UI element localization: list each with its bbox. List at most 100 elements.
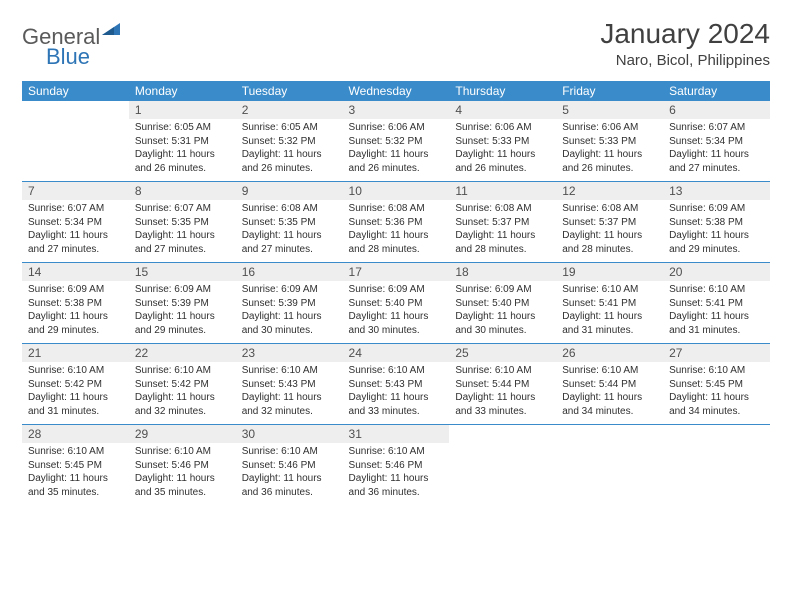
sunrise-text: Sunrise: 6:10 AM xyxy=(562,283,657,297)
day-data: Sunrise: 6:08 AMSunset: 5:37 PMDaylight:… xyxy=(556,200,663,263)
daylight-text: Daylight: 11 hours xyxy=(135,391,230,405)
daylight-text: Daylight: 11 hours xyxy=(455,148,550,162)
day-data-row: Sunrise: 6:10 AMSunset: 5:42 PMDaylight:… xyxy=(22,362,770,425)
sunset-text: Sunset: 5:41 PM xyxy=(669,297,764,311)
day-number: 30 xyxy=(236,425,343,443)
sunrise-text: Sunrise: 6:06 AM xyxy=(562,121,657,135)
empty-cell xyxy=(663,443,770,505)
day-data: Sunrise: 6:09 AMSunset: 5:40 PMDaylight:… xyxy=(343,281,450,344)
daylight-text: Daylight: 11 hours xyxy=(349,391,444,405)
daylight-text: Daylight: 11 hours xyxy=(28,391,123,405)
daylight-text: Daylight: 11 hours xyxy=(669,148,764,162)
sunrise-text: Sunrise: 6:10 AM xyxy=(562,364,657,378)
day-data: Sunrise: 6:10 AMSunset: 5:46 PMDaylight:… xyxy=(236,443,343,505)
sunrise-text: Sunrise: 6:07 AM xyxy=(135,202,230,216)
sunrise-text: Sunrise: 6:09 AM xyxy=(669,202,764,216)
sunrise-text: Sunrise: 6:09 AM xyxy=(135,283,230,297)
sunset-text: Sunset: 5:36 PM xyxy=(349,216,444,230)
day-number-row: 21222324252627 xyxy=(22,344,770,362)
sunset-text: Sunset: 5:33 PM xyxy=(562,135,657,149)
day-number: 11 xyxy=(449,182,556,200)
empty-cell xyxy=(663,425,770,443)
day-number: 24 xyxy=(343,344,450,362)
sunset-text: Sunset: 5:34 PM xyxy=(28,216,123,230)
day-number-row: 123456 xyxy=(22,101,770,119)
sunset-text: Sunset: 5:40 PM xyxy=(455,297,550,311)
day-of-week-header: Monday xyxy=(129,81,236,101)
day-of-week-header: Tuesday xyxy=(236,81,343,101)
sunrise-text: Sunrise: 6:10 AM xyxy=(669,364,764,378)
sunset-text: Sunset: 5:44 PM xyxy=(455,378,550,392)
day-data: Sunrise: 6:05 AMSunset: 5:32 PMDaylight:… xyxy=(236,119,343,182)
day-number: 20 xyxy=(663,263,770,281)
daylight-text: Daylight: 11 hours xyxy=(669,391,764,405)
logo-blue-wrap: Blue xyxy=(34,44,90,70)
sunrise-text: Sunrise: 6:10 AM xyxy=(455,364,550,378)
sunset-text: Sunset: 5:42 PM xyxy=(28,378,123,392)
sunset-text: Sunset: 5:34 PM xyxy=(669,135,764,149)
daylight-text-2: and 27 minutes. xyxy=(28,243,123,257)
day-number: 18 xyxy=(449,263,556,281)
empty-cell xyxy=(22,101,129,119)
sunset-text: Sunset: 5:46 PM xyxy=(242,459,337,473)
daylight-text-2: and 30 minutes. xyxy=(349,324,444,338)
daylight-text-2: and 34 minutes. xyxy=(562,405,657,419)
sunset-text: Sunset: 5:39 PM xyxy=(135,297,230,311)
daylight-text: Daylight: 11 hours xyxy=(28,472,123,486)
daylight-text-2: and 31 minutes. xyxy=(28,405,123,419)
day-data-row: Sunrise: 6:09 AMSunset: 5:38 PMDaylight:… xyxy=(22,281,770,344)
daylight-text: Daylight: 11 hours xyxy=(135,472,230,486)
day-data: Sunrise: 6:06 AMSunset: 5:33 PMDaylight:… xyxy=(556,119,663,182)
daylight-text: Daylight: 11 hours xyxy=(562,148,657,162)
day-of-week-row: SundayMondayTuesdayWednesdayThursdayFrid… xyxy=(22,81,770,101)
empty-cell xyxy=(556,443,663,505)
location-subtitle: Naro, Bicol, Philippines xyxy=(600,52,770,69)
sunrise-text: Sunrise: 6:10 AM xyxy=(349,364,444,378)
daylight-text: Daylight: 11 hours xyxy=(135,148,230,162)
day-data: Sunrise: 6:10 AMSunset: 5:43 PMDaylight:… xyxy=(236,362,343,425)
sunset-text: Sunset: 5:43 PM xyxy=(349,378,444,392)
daylight-text-2: and 36 minutes. xyxy=(349,486,444,500)
day-number: 10 xyxy=(343,182,450,200)
day-number: 2 xyxy=(236,101,343,119)
daylight-text: Daylight: 11 hours xyxy=(455,229,550,243)
empty-cell xyxy=(22,119,129,182)
day-data: Sunrise: 6:07 AMSunset: 5:35 PMDaylight:… xyxy=(129,200,236,263)
sunset-text: Sunset: 5:41 PM xyxy=(562,297,657,311)
empty-cell xyxy=(449,443,556,505)
day-number: 27 xyxy=(663,344,770,362)
sunset-text: Sunset: 5:45 PM xyxy=(28,459,123,473)
sunset-text: Sunset: 5:31 PM xyxy=(135,135,230,149)
day-number: 5 xyxy=(556,101,663,119)
empty-cell xyxy=(556,425,663,443)
day-number: 3 xyxy=(343,101,450,119)
daylight-text-2: and 30 minutes. xyxy=(455,324,550,338)
daylight-text: Daylight: 11 hours xyxy=(242,472,337,486)
day-number: 1 xyxy=(129,101,236,119)
daylight-text: Daylight: 11 hours xyxy=(28,310,123,324)
day-number: 7 xyxy=(22,182,129,200)
day-data: Sunrise: 6:10 AMSunset: 5:45 PMDaylight:… xyxy=(22,443,129,505)
day-data: Sunrise: 6:10 AMSunset: 5:41 PMDaylight:… xyxy=(556,281,663,344)
sunset-text: Sunset: 5:35 PM xyxy=(135,216,230,230)
daylight-text-2: and 36 minutes. xyxy=(242,486,337,500)
sunset-text: Sunset: 5:35 PM xyxy=(242,216,337,230)
sunrise-text: Sunrise: 6:10 AM xyxy=(28,364,123,378)
title-block: January 2024 Naro, Bicol, Philippines xyxy=(600,18,770,69)
day-data: Sunrise: 6:08 AMSunset: 5:37 PMDaylight:… xyxy=(449,200,556,263)
day-number: 19 xyxy=(556,263,663,281)
daylight-text: Daylight: 11 hours xyxy=(135,310,230,324)
daylight-text-2: and 29 minutes. xyxy=(669,243,764,257)
day-of-week-header: Saturday xyxy=(663,81,770,101)
day-data: Sunrise: 6:08 AMSunset: 5:35 PMDaylight:… xyxy=(236,200,343,263)
day-of-week-header: Thursday xyxy=(449,81,556,101)
day-data: Sunrise: 6:10 AMSunset: 5:41 PMDaylight:… xyxy=(663,281,770,344)
daylight-text: Daylight: 11 hours xyxy=(242,229,337,243)
sunset-text: Sunset: 5:44 PM xyxy=(562,378,657,392)
sunrise-text: Sunrise: 6:10 AM xyxy=(135,445,230,459)
daylight-text: Daylight: 11 hours xyxy=(669,229,764,243)
daylight-text: Daylight: 11 hours xyxy=(562,310,657,324)
daylight-text-2: and 35 minutes. xyxy=(135,486,230,500)
daylight-text: Daylight: 11 hours xyxy=(242,310,337,324)
daylight-text-2: and 26 minutes. xyxy=(562,162,657,176)
